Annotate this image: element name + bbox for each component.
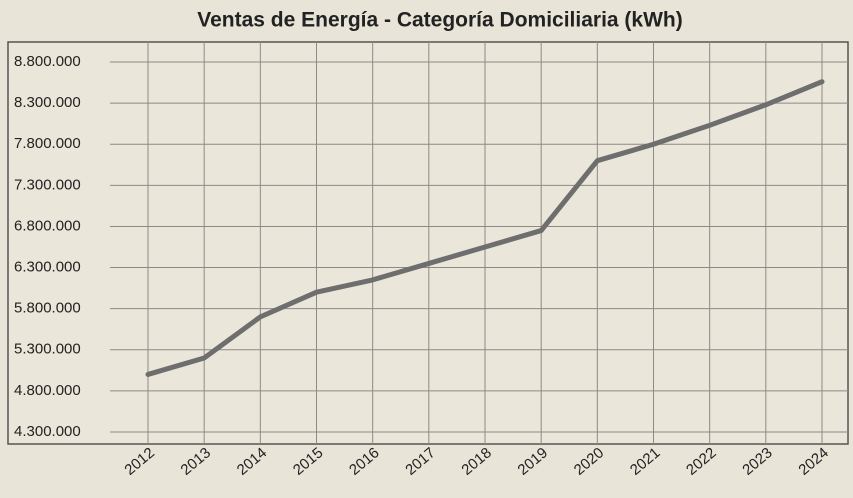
x-tick-label: 2013 <box>178 444 214 478</box>
y-tick-label: 5.300.000 <box>14 341 81 358</box>
x-tick-label: 2014 <box>234 444 270 478</box>
y-tick-label: 8.800.000 <box>14 53 81 70</box>
y-tick-label: 7.800.000 <box>14 135 81 152</box>
y-tick-label: 7.300.000 <box>14 176 81 193</box>
x-tick-label: 2022 <box>683 444 719 478</box>
x-tick-label: 2018 <box>458 444 494 478</box>
x-tick-label: 2016 <box>346 444 382 478</box>
y-tick-label: 6.300.000 <box>14 259 81 276</box>
x-tick-label: 2017 <box>402 444 438 478</box>
y-tick-label: 4.800.000 <box>14 382 81 399</box>
chart-title: Ventas de Energía - Categoría Domiciliar… <box>197 9 682 32</box>
x-tick-label: 2023 <box>739 444 775 478</box>
x-tick-label: 2020 <box>571 444 607 478</box>
line-series <box>145 79 825 377</box>
y-tick-label: 8.300.000 <box>14 94 81 111</box>
y-tick-label: 6.800.000 <box>14 217 81 234</box>
x-tick-label: 2024 <box>795 444 831 478</box>
x-tick-label: 2019 <box>515 444 551 478</box>
plot-frame <box>7 41 849 445</box>
x-tick-label: 2021 <box>627 444 663 478</box>
x-tick-label: 2015 <box>290 444 326 478</box>
y-tick-label: 4.300.000 <box>14 423 81 440</box>
x-tick-label: 2012 <box>121 444 157 478</box>
y-tick-label: 5.800.000 <box>14 300 81 317</box>
